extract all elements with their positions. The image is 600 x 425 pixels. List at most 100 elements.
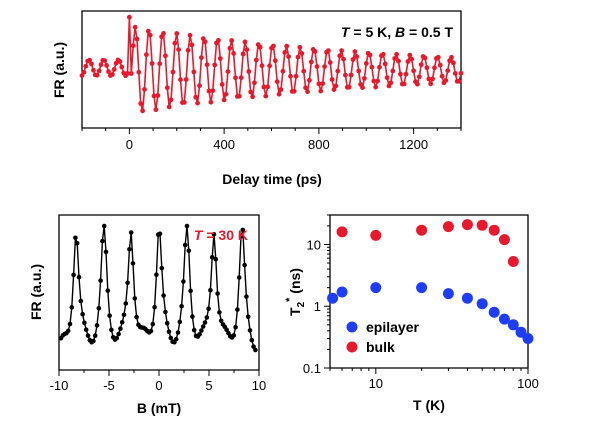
top-data-point [326,48,331,53]
bottom-left-data-point [154,272,159,278]
top-data-point [375,78,380,84]
bottom-left-data-point [188,288,193,294]
bottom-left-data-point [78,298,84,304]
bottom-left-data-point [161,293,166,298]
bottom-left-data-point [245,314,251,320]
bottom-left-annotation: T = 30 K [194,227,248,243]
top-data-point [233,75,238,81]
top-data-point [91,67,96,73]
top-data-point [392,56,398,61]
bottom-left-data-point [247,328,253,333]
bottom-right-panel: 10 100 0.1 1 10 epilayer bulk T (K) T2* (ns… [284,214,539,413]
legend-bulk-label: bulk [366,339,395,355]
top-data-point [138,101,144,106]
top-data-point [128,71,134,76]
top-data-point [217,56,223,61]
top-data-point [343,72,348,78]
top-data-point [109,72,115,77]
top-data-point [305,89,310,95]
top-data-point [195,100,201,106]
top-data-point [422,55,428,61]
top-data-point [371,78,377,84]
top-data-point [89,61,94,67]
top-data-point [204,62,210,68]
top-data-point [161,31,166,36]
top-data-point [284,43,290,49]
top-data-point [424,65,430,71]
top-data-point [394,51,399,57]
top-data-point [280,68,286,74]
bottom-left-data-point [164,320,170,326]
bottom-right-point-epilayer [522,333,534,344]
bottom-left-x-tick-label: 10 [252,378,266,393]
top-data-point [407,52,413,58]
top-data-point [153,107,159,113]
top-data-point [356,68,362,74]
bottom-right-x-ticks: 10 100 [329,368,539,391]
top-annotation: T = 5 K, B = 0.5 T [341,24,454,40]
bottom-left-data-point [186,248,192,253]
top-data-point [166,104,172,110]
bottom-right-x-label: T (K) [413,397,445,413]
top-data-point [411,68,416,74]
bottom-left-data-point [238,233,244,239]
top-data-point [274,79,280,85]
top-data-point [377,64,382,70]
bottom-left-data-point [69,305,75,310]
bottom-left-data-point [166,329,172,335]
top-data-point [102,58,108,64]
top-data-point [299,51,305,56]
top-data-point [439,73,445,79]
top-data-point [244,47,250,53]
top-data-point [418,62,424,68]
top-data-point [329,77,335,82]
top-data-point [286,54,291,59]
bottom-right-y-tick-label: 10 [307,237,321,252]
bottom-left-data-point [181,279,186,284]
top-data-point [134,36,140,42]
top-data-point [147,32,153,38]
top-data-point [145,28,151,34]
top-data-point [335,68,341,74]
bottom-left-data-point [83,327,89,333]
bottom-right-point-bulk [442,221,454,233]
bottom-left-data-point [73,235,78,241]
bottom-left-data-point [208,287,213,293]
top-data-point [384,75,390,81]
bottom-left-data-point [240,227,246,233]
bottom-left-data-point [100,238,105,244]
top-data-point [250,94,256,100]
bottom-right-point-epilayer [336,286,348,298]
bottom-right-point-epilayer [442,288,454,300]
bottom-left-data-point [152,304,157,310]
top-data-point [216,38,221,43]
bottom-left-data-point [119,320,125,325]
top-data-point [117,59,123,64]
top-x-tick-label: 800 [308,137,330,152]
top-data-point [238,75,244,81]
top-data-point [183,77,189,82]
top-data-point [111,67,117,72]
top-y-label: FR (a.u.) [51,42,67,98]
bottom-right-point-bulk [336,226,348,238]
top-data-point [202,39,208,45]
bottom-left-data-point [179,303,184,309]
bottom-left-x-tick-label: 0 [155,378,162,393]
bottom-left-data-point [202,320,208,325]
bottom-right-y-tick-label: 1 [314,299,321,314]
bottom-left-data-point [98,278,103,283]
top-data-point [388,80,394,86]
top-data-point [261,84,267,90]
bottom-left-data-point [190,314,195,319]
bottom-left-data-point [182,242,188,248]
top-data-point [346,84,352,90]
top-data-point [225,69,231,74]
bottom-right-point-epilayer [498,313,510,325]
top-data-point [221,97,227,103]
top-data-point [430,76,435,82]
bottom-left-x-tick-label: -5 [103,378,115,393]
top-data-point [291,88,297,94]
bottom-right-point-epilayer [515,326,527,338]
top-data-point [178,77,183,83]
top-data-point [157,61,163,67]
